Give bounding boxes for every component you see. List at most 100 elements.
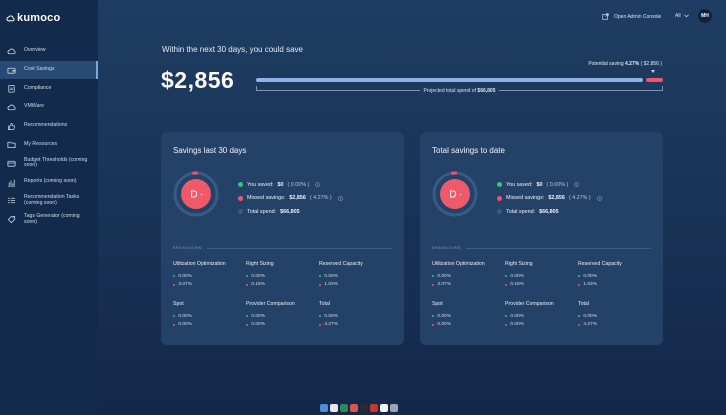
breakdown-missed: 0.00% bbox=[173, 321, 246, 330]
breakdown-cell: Utilization Optimization 0.00% 3.07% bbox=[432, 261, 505, 289]
folder-icon bbox=[7, 142, 16, 149]
sidebar-item-reports-coming-soon[interactable]: Reports (coming soon) bbox=[0, 173, 98, 192]
sidebar-item-my-resources[interactable]: My Resources bbox=[0, 135, 98, 154]
breakdown-label-text: BREAKDOWN bbox=[432, 246, 461, 250]
legend-extra: ( 4.27% ) bbox=[309, 195, 332, 202]
info-icon[interactable] bbox=[574, 182, 580, 187]
slack-icon[interactable] bbox=[370, 403, 378, 412]
breakdown-saved: 0.00% bbox=[505, 272, 578, 281]
legend-value: $66,805 bbox=[280, 208, 300, 215]
missed-dot-icon bbox=[319, 323, 322, 326]
sidebar-item-overview[interactable]: Overview bbox=[0, 42, 98, 61]
breakdown-missed: 0.00% bbox=[432, 321, 505, 330]
savings-amount: $2,856 bbox=[161, 67, 235, 93]
excel-icon[interactable] bbox=[340, 403, 348, 412]
info-icon[interactable] bbox=[337, 196, 343, 201]
legend-row: Missed savings: $2,856( 4.27% ) bbox=[238, 192, 343, 206]
breakdown-missed: 0.18% bbox=[246, 281, 319, 290]
sidebar-item-vmware[interactable]: VMWare bbox=[0, 98, 98, 117]
sidebar-item-label: Reports (coming soon) bbox=[24, 178, 77, 185]
powerpoint-icon[interactable] bbox=[350, 403, 358, 412]
breakdown-saved: 0.00% bbox=[246, 312, 319, 321]
missed-dot-icon bbox=[173, 323, 176, 326]
legend-row: Total spend: $66,805 bbox=[238, 205, 343, 219]
legend-extra: ( 4.27% ) bbox=[568, 195, 591, 202]
notes-icon[interactable] bbox=[380, 403, 388, 412]
sidebar-item-label: Tags Generator (coming soon) bbox=[24, 212, 80, 225]
sidebar-item-tags-generator-coming-soon[interactable]: Tags Generator (coming soon) bbox=[0, 210, 98, 229]
legend-label: Total spend: bbox=[247, 208, 277, 215]
breakdown-title: Total bbox=[578, 301, 589, 307]
breakdown-saved: 0.00% bbox=[319, 312, 392, 321]
account-filter-dropdown[interactable]: All bbox=[675, 13, 689, 19]
terminal-icon[interactable] bbox=[360, 403, 368, 412]
donut-tag: + bbox=[459, 192, 462, 197]
savings-headline: Within the next 30 days, you could save bbox=[162, 45, 303, 54]
missed-dot-icon bbox=[505, 323, 508, 326]
breakdown-saved: 0.00% bbox=[578, 272, 651, 281]
account-filter-value: All bbox=[675, 13, 681, 19]
admin-console-label: Open Admin Console bbox=[614, 13, 662, 20]
breakdown-missed-value: 3.07% bbox=[178, 282, 192, 288]
breakdown-label: BREAKDOWN bbox=[432, 246, 651, 250]
projected-spend-bar bbox=[256, 78, 643, 82]
breakdown-missed-value: 0.18% bbox=[510, 282, 524, 288]
breakdown-saved: 0.00% bbox=[246, 272, 319, 281]
missed-dot-icon bbox=[578, 323, 581, 326]
card-title: Total savings to date bbox=[432, 146, 505, 155]
breakdown-saved: 0.00% bbox=[578, 312, 651, 321]
breakdown-saved-value: 0.00% bbox=[251, 313, 265, 319]
sidebar-item-budget-thresholds-coming-soon[interactable]: Budget Thresholds (coming soon) bbox=[0, 154, 98, 173]
sidebar-item-compliance[interactable]: Compliance bbox=[0, 79, 98, 98]
breakdown-title: Provider Comparison bbox=[505, 301, 554, 307]
breakdown-title: Reserved Capacity bbox=[319, 261, 363, 267]
donut-tag: + bbox=[200, 192, 203, 197]
breakdown-cell: Reserved Capacity 0.00% 1.03% bbox=[319, 261, 392, 289]
breakdown-saved: 0.00% bbox=[173, 312, 246, 321]
breakdown-saved-value: 0.00% bbox=[324, 273, 338, 279]
open-admin-console-link[interactable]: Open Admin Console bbox=[602, 13, 661, 20]
missed-dot-icon bbox=[432, 323, 435, 326]
breakdown-missed: 4.27% bbox=[319, 321, 392, 330]
savings-donut-chart: D + bbox=[173, 171, 219, 217]
saved-dot-icon bbox=[505, 315, 508, 318]
info-icon[interactable] bbox=[315, 182, 321, 187]
sidebar-item-label: Recommendations bbox=[24, 122, 68, 129]
breakdown-cell: Spot 0.00% 0.00% bbox=[432, 301, 505, 329]
info-icon[interactable] bbox=[596, 196, 602, 201]
saved-dot-icon bbox=[578, 315, 581, 318]
tag-icon bbox=[7, 215, 16, 224]
brand-logo[interactable]: kumoco bbox=[6, 11, 60, 25]
sidebar-item-recommendation-tasks-coming-soon[interactable]: Recommendation Tasks (coming soon) bbox=[0, 192, 98, 211]
breakdown-missed-value: 0.00% bbox=[437, 322, 451, 328]
sidebar-item-cost-savings[interactable]: Cost Savings bbox=[0, 60, 98, 80]
breakdown-saved-value: 0.00% bbox=[437, 313, 451, 319]
projected-total-spend: Projected total spend of $66,805 bbox=[256, 88, 663, 94]
legend-value: $0 bbox=[536, 181, 543, 188]
sidebar-item-recommendations[interactable]: Recommendations bbox=[0, 117, 98, 136]
savings-legend: You saved: $0( 0.00% ) Missed savings: $2,8… bbox=[238, 178, 343, 219]
user-avatar[interactable]: MH bbox=[698, 9, 712, 23]
potential-pointer-icon bbox=[651, 70, 655, 73]
breakdown-saved: 0.00% bbox=[505, 312, 578, 321]
breakdown-saved-value: 0.00% bbox=[437, 273, 451, 279]
breakdown-missed-value: 1.03% bbox=[324, 282, 338, 288]
breakdown-saved: 0.00% bbox=[173, 272, 246, 281]
donut-missed-arc bbox=[173, 171, 219, 217]
breakdown-missed-value: 0.18% bbox=[251, 282, 265, 288]
breakdown-saved-value: 0.00% bbox=[178, 273, 192, 279]
projected-label: Projected total spend of bbox=[423, 88, 478, 94]
breakdown-label: BREAKDOWN bbox=[173, 246, 392, 250]
breakdown-missed: 0.00% bbox=[505, 321, 578, 330]
chrome-icon[interactable] bbox=[330, 403, 338, 412]
potential-saving: Potential saving 4.27% ( $2,856 ) bbox=[588, 61, 662, 67]
missed-dot-icon bbox=[173, 283, 176, 286]
finder-icon[interactable] bbox=[320, 403, 328, 412]
breakdown-missed: 0.00% bbox=[246, 321, 319, 330]
card-title: Savings last 30 days bbox=[173, 146, 247, 155]
breakdown-title: Reserved Capacity bbox=[578, 261, 622, 267]
trash-icon[interactable] bbox=[390, 403, 398, 412]
breakdown-missed: 4.27% bbox=[578, 321, 651, 330]
total-savings-to-date-card: Total savings to date D + You saved: $0( 0.0… bbox=[420, 132, 663, 345]
breakdown-missed: 1.03% bbox=[578, 281, 651, 290]
